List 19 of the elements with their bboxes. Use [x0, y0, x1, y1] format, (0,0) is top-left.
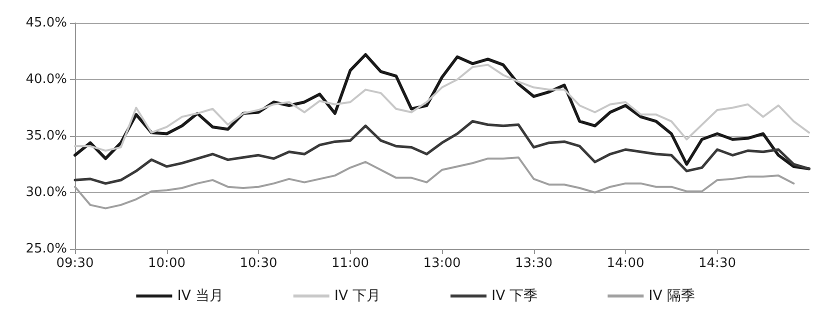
line-series	[74, 64, 810, 152]
legend-label: IV 隔季	[648, 288, 695, 304]
x-tick-label: 09:30	[56, 256, 94, 271]
legend-label: IV 下月	[334, 288, 380, 304]
y-tick-label: 30.0%	[26, 185, 67, 200]
x-tick-label: 10:30	[240, 256, 278, 271]
y-tick-label: 45.0%	[26, 16, 67, 30]
legend-label: IV 下季	[492, 288, 538, 304]
x-tick-label: 14:30	[698, 256, 736, 271]
x-tick-label: 10:00	[148, 256, 186, 271]
y-tick-label: 40.0%	[26, 72, 67, 87]
line-series	[74, 120, 810, 185]
legend-label: IV 当月	[177, 288, 224, 304]
x-tick-label: 14:00	[606, 256, 644, 271]
y-tick-label: 35.0%	[26, 128, 67, 144]
y-tick-label: 25.0%	[26, 242, 67, 256]
x-tick-label: 13:30	[515, 256, 552, 271]
x-tick-label: 13:00	[423, 256, 461, 271]
x-tick-label: 11:00	[332, 256, 369, 271]
